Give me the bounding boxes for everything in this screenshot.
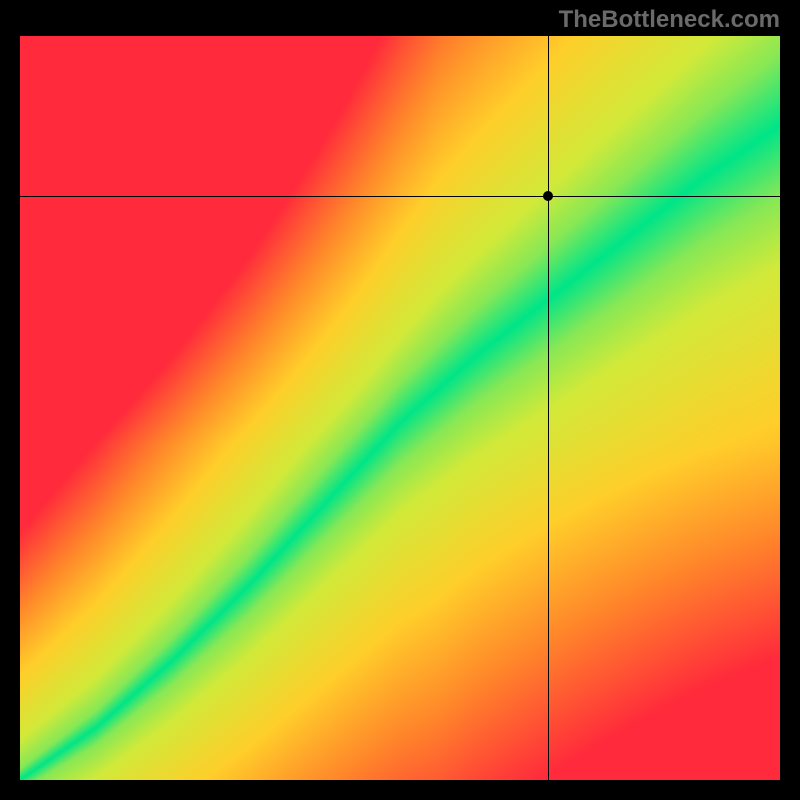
heatmap-canvas [20,36,780,780]
crosshair-horizontal [20,196,780,197]
plot-area [20,36,780,780]
watermark-text: TheBottleneck.com [559,6,780,34]
crosshair-vertical [548,36,549,780]
crosshair-marker [543,191,553,201]
chart-container: TheBottleneck.com [0,0,800,800]
